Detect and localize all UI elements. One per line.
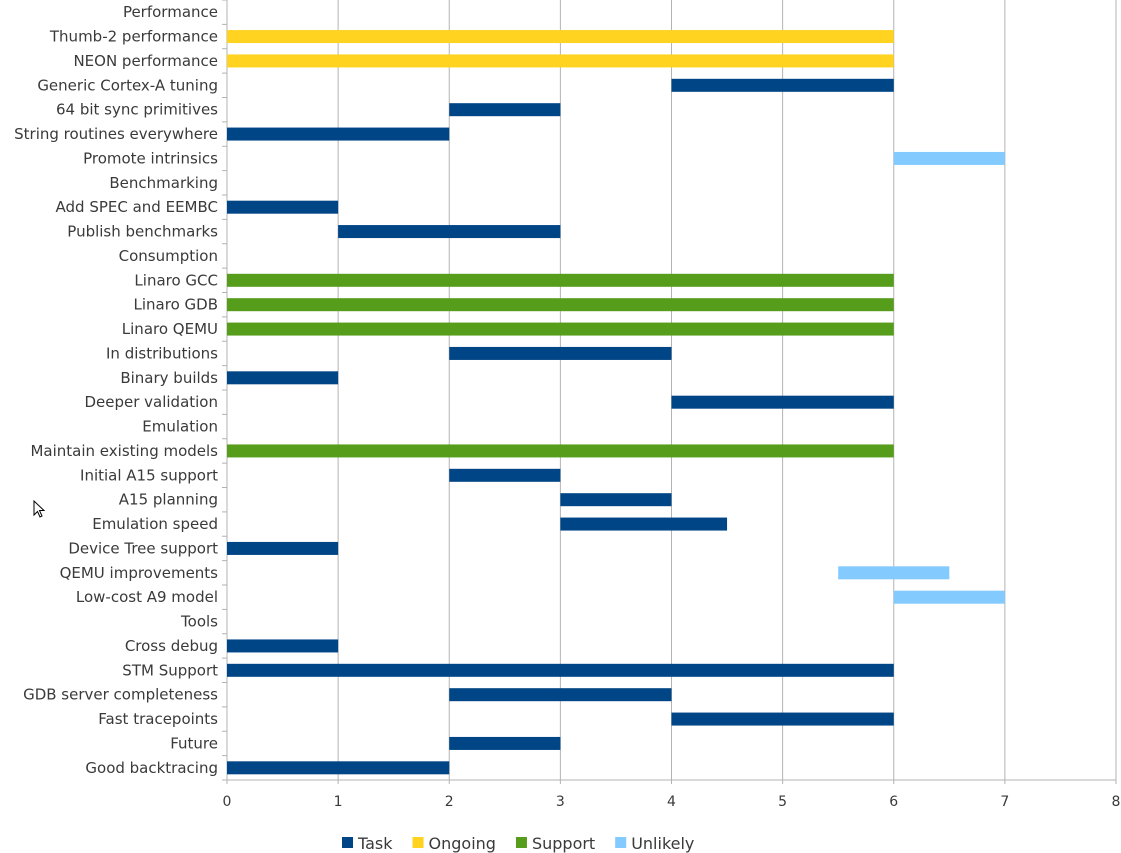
y-category-label: Add SPEC and EEMBC [56, 198, 218, 216]
x-tick-label: 2 [445, 794, 454, 810]
y-category-label: Generic Cortex-A tuning [37, 76, 218, 94]
bar-task [338, 225, 561, 239]
x-tick-label: 0 [223, 794, 232, 810]
y-category-label: Promote intrinsics [83, 149, 218, 167]
y-category-label: String routines everywhere [14, 125, 218, 143]
bar-task [227, 371, 339, 385]
x-tick-label: 7 [1000, 794, 1009, 810]
y-category-label: Deeper validation [84, 393, 218, 411]
bar-task [227, 639, 339, 653]
bar-task [227, 663, 894, 677]
legend-swatch-ongoing [412, 837, 424, 848]
bar-task [560, 517, 728, 531]
y-category-label: Linaro QEMU [122, 320, 218, 338]
bar-task [671, 78, 894, 92]
legend-label-unlikely: Unlikely [631, 834, 694, 853]
y-category-label: Performance [123, 3, 218, 21]
y-category-label: NEON performance [73, 52, 218, 70]
y-category-label: In distributions [106, 344, 218, 362]
bar-support [227, 273, 894, 287]
y-category-label: GDB server completeness [23, 686, 218, 704]
y-category-label: Thumb-2 performance [49, 28, 218, 46]
x-tick-label: 6 [889, 794, 898, 810]
y-category-label: Future [170, 734, 218, 752]
bar-task [227, 761, 450, 775]
y-category-label: QEMU improvements [60, 564, 219, 582]
x-tick-label: 1 [334, 794, 343, 810]
bar-support [227, 322, 894, 336]
bar-task [227, 200, 339, 214]
y-category-label: Initial A15 support [80, 466, 218, 484]
y-category-label: Low-cost A9 model [76, 588, 218, 606]
bar-unlikely [838, 566, 950, 580]
legend-swatch-task [342, 837, 353, 848]
x-tick-label: 4 [667, 794, 676, 810]
y-category-label: Cross debug [125, 637, 218, 655]
bar-support [227, 444, 894, 458]
y-category-label: STM Support [122, 661, 218, 679]
y-category-label: Emulation speed [92, 515, 218, 533]
y-category-label: Emulation [142, 418, 218, 436]
bar-support [227, 298, 894, 312]
y-category-label: Linaro GDB [134, 296, 218, 314]
y-category-label: Device Tree support [68, 539, 218, 557]
y-category-label: Maintain existing models [30, 442, 218, 460]
bar-task [227, 127, 450, 141]
y-category-label: A15 planning [119, 491, 218, 509]
bar-ongoing [227, 30, 894, 44]
bar-task [449, 103, 561, 117]
y-category-label: 64 bit sync primitives [56, 101, 218, 119]
bar-task [449, 346, 672, 360]
y-category-label: Good backtracing [85, 759, 218, 777]
legend-label-ongoing: Ongoing [429, 834, 496, 853]
legend-label-task: Task [357, 834, 393, 853]
y-category-label: Binary builds [120, 369, 218, 387]
bar-task [560, 493, 672, 507]
mouse-cursor-icon [33, 500, 46, 518]
y-category-label: Publish benchmarks [67, 223, 218, 241]
x-tick-label: 5 [778, 794, 787, 810]
bar-ongoing [227, 54, 894, 68]
y-category-label: Linaro GCC [134, 271, 218, 289]
bar-task [227, 541, 339, 555]
legend-swatch-unlikely [615, 837, 627, 848]
x-tick-label: 3 [556, 794, 565, 810]
bar-unlikely [893, 151, 1005, 165]
bar-task [449, 468, 561, 482]
y-category-label: Benchmarking [109, 174, 218, 192]
bar-unlikely [893, 590, 1005, 604]
bar-task [671, 712, 894, 726]
legend-label-support: Support [532, 834, 595, 853]
y-category-label: Fast tracepoints [98, 710, 218, 728]
bar-task [671, 395, 894, 409]
y-category-label: Tools [180, 613, 218, 631]
legend-swatch-support [515, 837, 527, 848]
x-tick-label: 8 [1112, 794, 1121, 810]
y-category-label: Consumption [119, 247, 218, 265]
bar-task [449, 688, 672, 702]
bar-task [449, 736, 561, 750]
